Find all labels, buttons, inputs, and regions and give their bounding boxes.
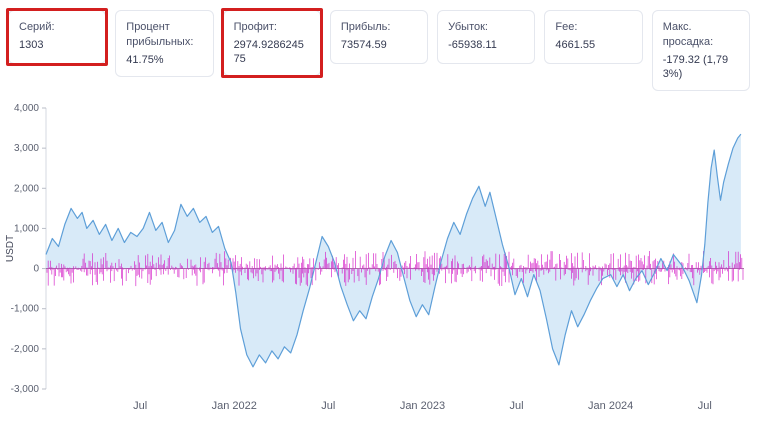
y-axis: 4,000 3,000 2,000 1,000 0 -1,000 -2,000 -3,000 U… (5, 103, 47, 395)
equity-chart-area: 4,000 3,000 2,000 1,000 0 -1,000 -2,000 -3,000 U… (0, 103, 758, 423)
y-tick-label: 1,000 (14, 224, 39, 235)
stat-card-series: Серий: 1303 (5, 8, 109, 66)
x-tick-label: Jul (133, 400, 147, 412)
stat-label: Профит: (233, 21, 277, 33)
y-tick-label: -1,000 (11, 304, 40, 315)
stat-card-profit: Профит: 2974.928624575 (220, 7, 324, 79)
stat-label: Серий: (19, 21, 55, 33)
stat-value: 4661.55 (555, 38, 596, 51)
x-tick-label: Jul (510, 400, 524, 412)
stat-value: 2974.928624575 (233, 38, 304, 66)
stat-card-gross-profit: Прибыль: 73574.59 (329, 10, 429, 64)
x-tick-label: Jul (321, 400, 335, 412)
x-tick-label: Jan 2023 (400, 400, 445, 412)
y-tick-label: 3,000 (14, 143, 39, 154)
stats-card-row: Серий: 1303 Процент прибыльных: 41.75% П… (0, 0, 758, 92)
stat-card-win-percent: Процент прибыльных: 41.75% (115, 10, 214, 77)
stat-value: 41.75% (126, 53, 164, 66)
y-tick-label: 0 (33, 264, 39, 275)
y-tick-label: -3,000 (11, 384, 40, 395)
stat-card-max-drawdown: Макс. просадка: -179.32 (1,793%) (651, 10, 750, 92)
y-tick-label: 2,000 (14, 184, 39, 195)
x-tick-label: Jul (698, 400, 712, 412)
y-axis-title: USDT (5, 235, 16, 262)
trade-pnl-ticks (46, 251, 744, 287)
stat-card-loss: Убыток: -65938.11 (437, 10, 536, 64)
x-tick-label: Jan 2024 (588, 400, 633, 412)
stat-value: 1303 (19, 38, 44, 51)
stat-card-fee: Fee: 4661.55 (544, 10, 643, 64)
stat-label: Убыток: (448, 21, 488, 33)
stat-value: -65938.11 (448, 38, 497, 51)
equity-curve-chart: 4,000 3,000 2,000 1,000 0 -1,000 -2,000 -3,000 U… (5, 103, 744, 412)
x-tick-label: Jan 2022 (212, 400, 257, 412)
y-tick-label: 4,000 (14, 103, 39, 114)
stat-label: Fee: (555, 21, 578, 33)
stat-value: 73574.59 (340, 38, 387, 51)
y-tick-label: -2,000 (11, 344, 40, 355)
stat-label: Макс. просадка: (662, 21, 714, 48)
stat-label: Прибыль: (340, 21, 391, 33)
equity-line (45, 134, 742, 368)
x-axis: Jul Jan 2022 Jul Jan 2023 Jul Jan 2024 Jul (133, 400, 712, 412)
equity-area-fill (46, 134, 741, 368)
stat-value: -179.32 (1,793%) (662, 53, 729, 80)
stat-label: Процент прибыльных: (126, 21, 194, 48)
